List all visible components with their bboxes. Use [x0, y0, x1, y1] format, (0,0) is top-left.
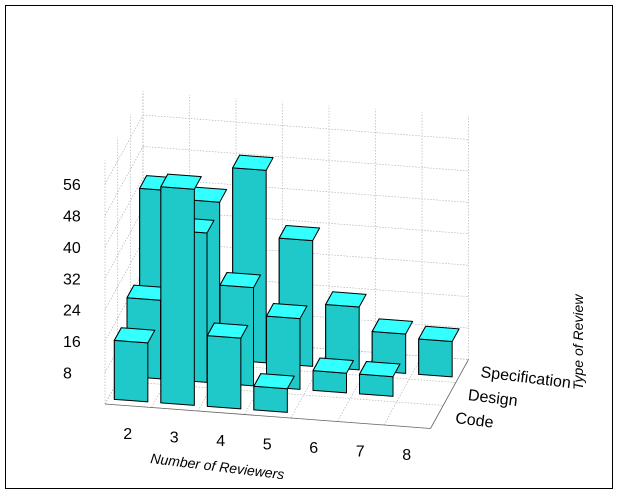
y-tick-label: 16: [63, 334, 81, 351]
y-tick-label: 48: [63, 208, 81, 225]
bar-top-face: [160, 173, 202, 190]
x-tick-label: 7: [356, 443, 365, 460]
bar-front-face: [359, 373, 394, 397]
x-tick-label: 2: [123, 426, 132, 443]
side-wall-hgridline: [104, 271, 144, 342]
bar-specification-6: [325, 291, 367, 371]
bar-top-face: [418, 325, 460, 342]
bar-front-face: [160, 186, 195, 406]
bar-code-4: [206, 322, 249, 410]
bar-top-face: [266, 302, 308, 320]
x-tick-label: 3: [170, 429, 179, 446]
floor-gridline: [383, 355, 423, 426]
bar-design-7: [359, 361, 401, 397]
side-wall-hgridline: [104, 114, 144, 185]
series-label: Code: [454, 410, 494, 432]
bar-top-face: [278, 224, 321, 242]
bar-front-face: [113, 339, 149, 403]
bar-front-face: [312, 370, 348, 394]
bar-top-face: [219, 271, 261, 289]
back-wall-hgridline: [142, 114, 469, 140]
floor-edge-front: [104, 403, 431, 429]
bar-top-face: [113, 327, 156, 344]
x-axis-title: Number of Reviewers: [150, 450, 286, 482]
bar-top-face: [206, 322, 249, 339]
y-tick-label: 56: [63, 177, 81, 194]
series-label: Design: [467, 387, 519, 410]
y-tick-label: 40: [63, 240, 81, 257]
bar-code-5: [253, 373, 295, 413]
floor-edge-right: [430, 359, 469, 429]
bar-front-face: [206, 335, 242, 410]
side-wall-hgridline: [104, 240, 144, 310]
bar-code-2: [113, 327, 156, 403]
x-tick-label: 5: [263, 436, 272, 453]
floor-gridline: [337, 352, 376, 422]
y-tick-label: 24: [63, 303, 81, 320]
back-wall-hgridline: [142, 146, 469, 172]
x-tick-label: 6: [309, 440, 318, 457]
bar-top-face: [253, 373, 295, 390]
bar-front-face: [418, 338, 453, 378]
y-tick-label: 32: [63, 271, 81, 288]
bar-top-face: [325, 291, 367, 308]
side-wall-hgridline: [104, 209, 144, 279]
x-tick-label: 8: [402, 447, 411, 464]
bar-top-face: [359, 361, 401, 378]
bar-top-face: [232, 154, 274, 171]
floor-gridline: [290, 348, 330, 419]
z-axis-title: Type of Review: [570, 294, 586, 390]
bar-front-face: [253, 385, 288, 413]
bar-top-face: [312, 357, 354, 374]
x-tick-label: 4: [216, 433, 225, 450]
side-wall-hgridline: [104, 177, 144, 248]
series-label: Specification: [480, 364, 572, 392]
side-wall-hgridline: [104, 146, 144, 216]
bar-design-6: [312, 357, 354, 394]
bar-design-5: [266, 302, 308, 390]
chart-bars: [113, 154, 460, 413]
bar-specification-8: [418, 325, 460, 378]
y-tick-label: 8: [63, 366, 72, 383]
bar-code-3: [160, 173, 202, 406]
bar-top-face: [371, 318, 414, 335]
